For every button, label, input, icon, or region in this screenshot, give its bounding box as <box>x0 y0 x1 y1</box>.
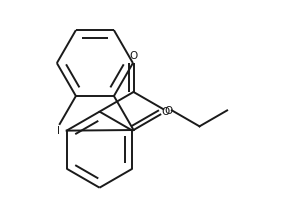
Text: O: O <box>162 107 170 117</box>
Text: O: O <box>130 51 138 61</box>
Text: O: O <box>164 106 173 116</box>
Text: I: I <box>57 126 60 136</box>
